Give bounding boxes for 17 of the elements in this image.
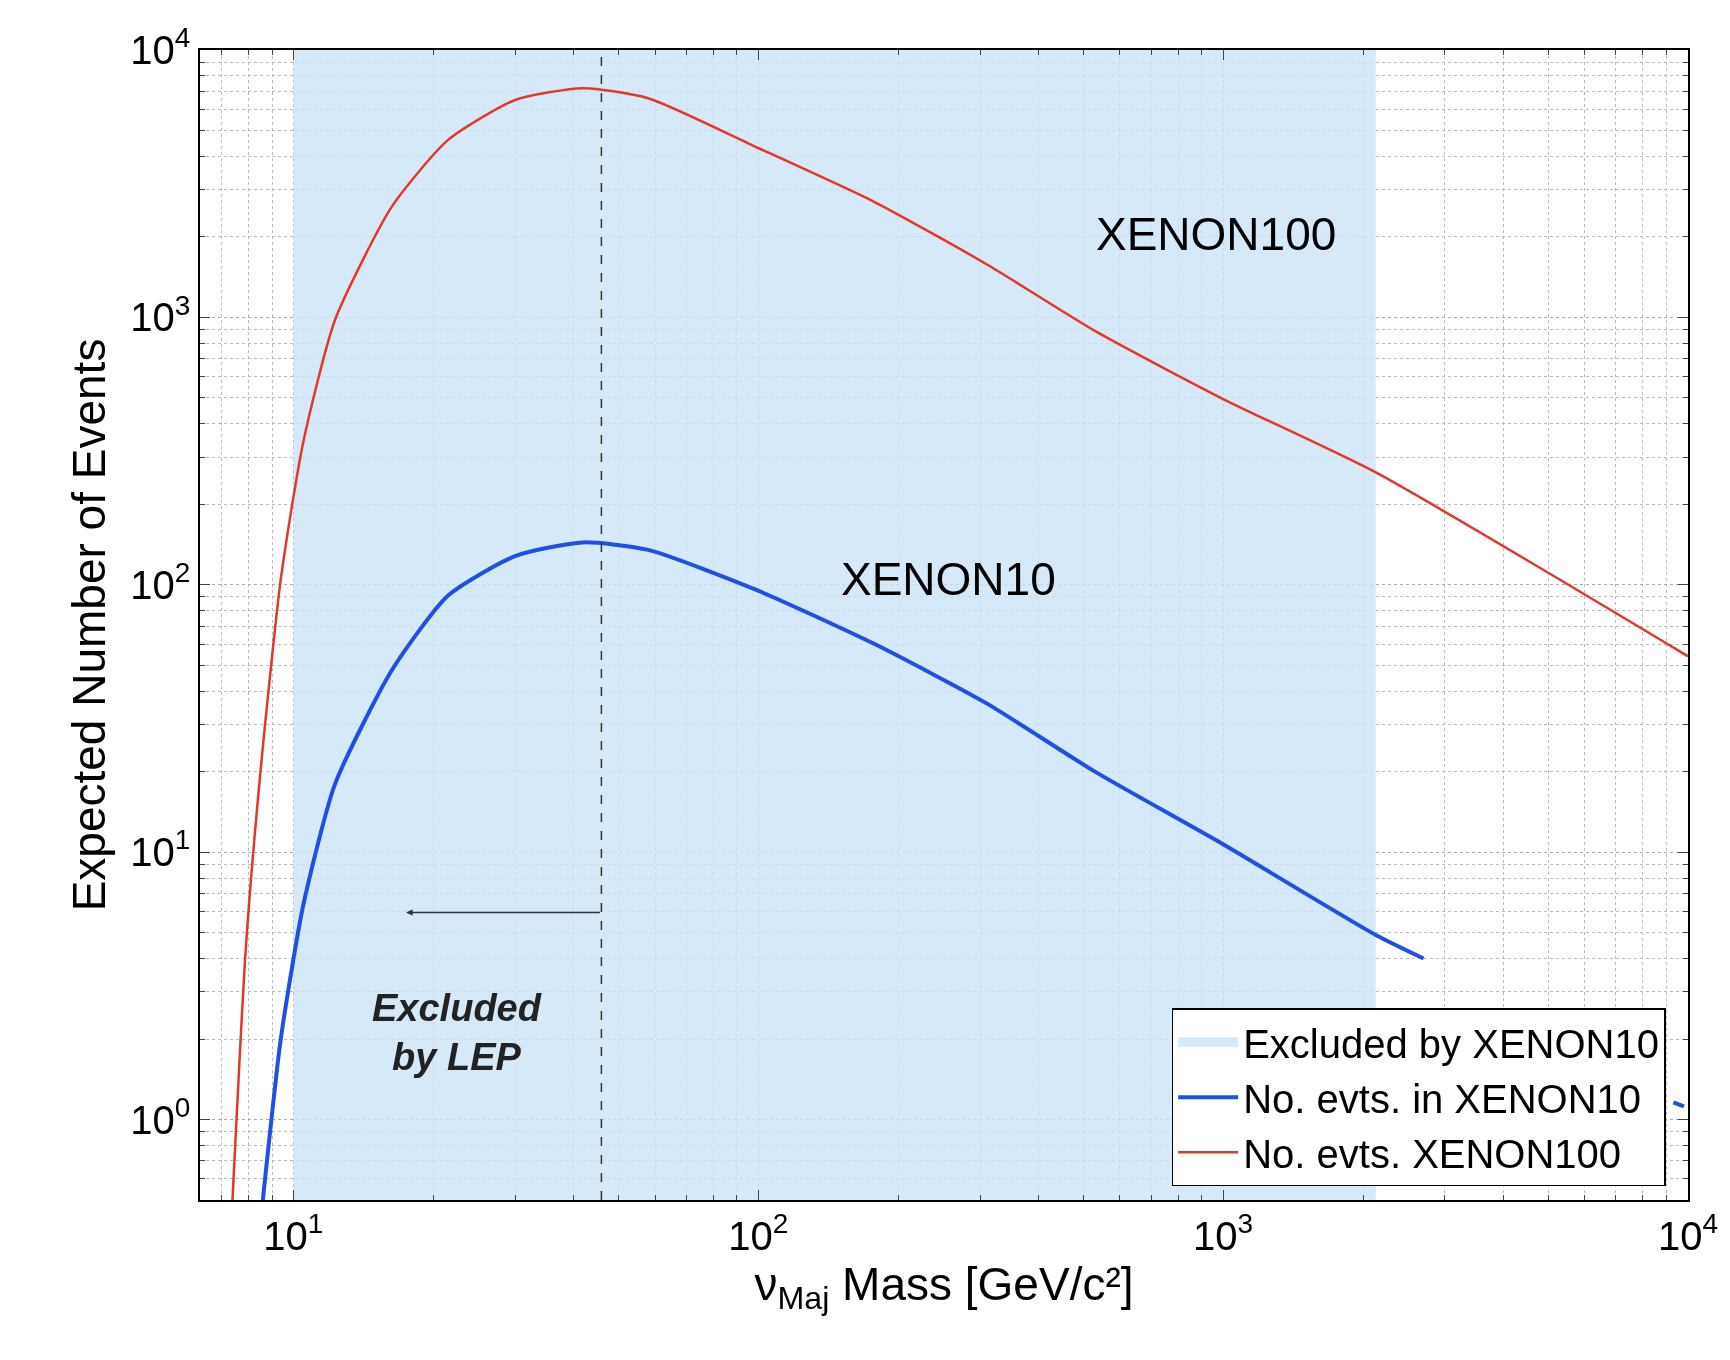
y-tick-label: 10$^{3}$: [130, 289, 191, 340]
annotation: XENON10: [841, 553, 1056, 605]
y-tick-label: 10$^{0}$: [130, 1091, 191, 1142]
x-axis-title: ν$_{Maj}$ Mass [GeV/c²]: [754, 1257, 1134, 1317]
annotation: XENON100: [1096, 208, 1337, 260]
x-tick-label: 10$^{2}$: [728, 1207, 789, 1258]
band-label: Excluded by XENON10: [1243, 1021, 1659, 1066]
legend-label: No. evts. XENON100: [1243, 1131, 1622, 1176]
y-tick-label: 10$^{1}$: [130, 824, 191, 875]
legend-label: No. evts. in XENON10: [1243, 1076, 1642, 1121]
y-tick-label: 10$^{4}$: [130, 22, 191, 72]
x-tick-label: 10$^{4}$: [1657, 1207, 1719, 1258]
ref-line-label: Excluded by LEP: [372, 987, 542, 1079]
x-tick-label: 10$^{3}$: [1193, 1207, 1254, 1258]
y-tick-label: 10$^{2}$: [130, 556, 191, 607]
x-tick-label: 10$^{1}$: [263, 1207, 324, 1258]
y-axis-title: Expected Number of Events: [63, 338, 116, 912]
